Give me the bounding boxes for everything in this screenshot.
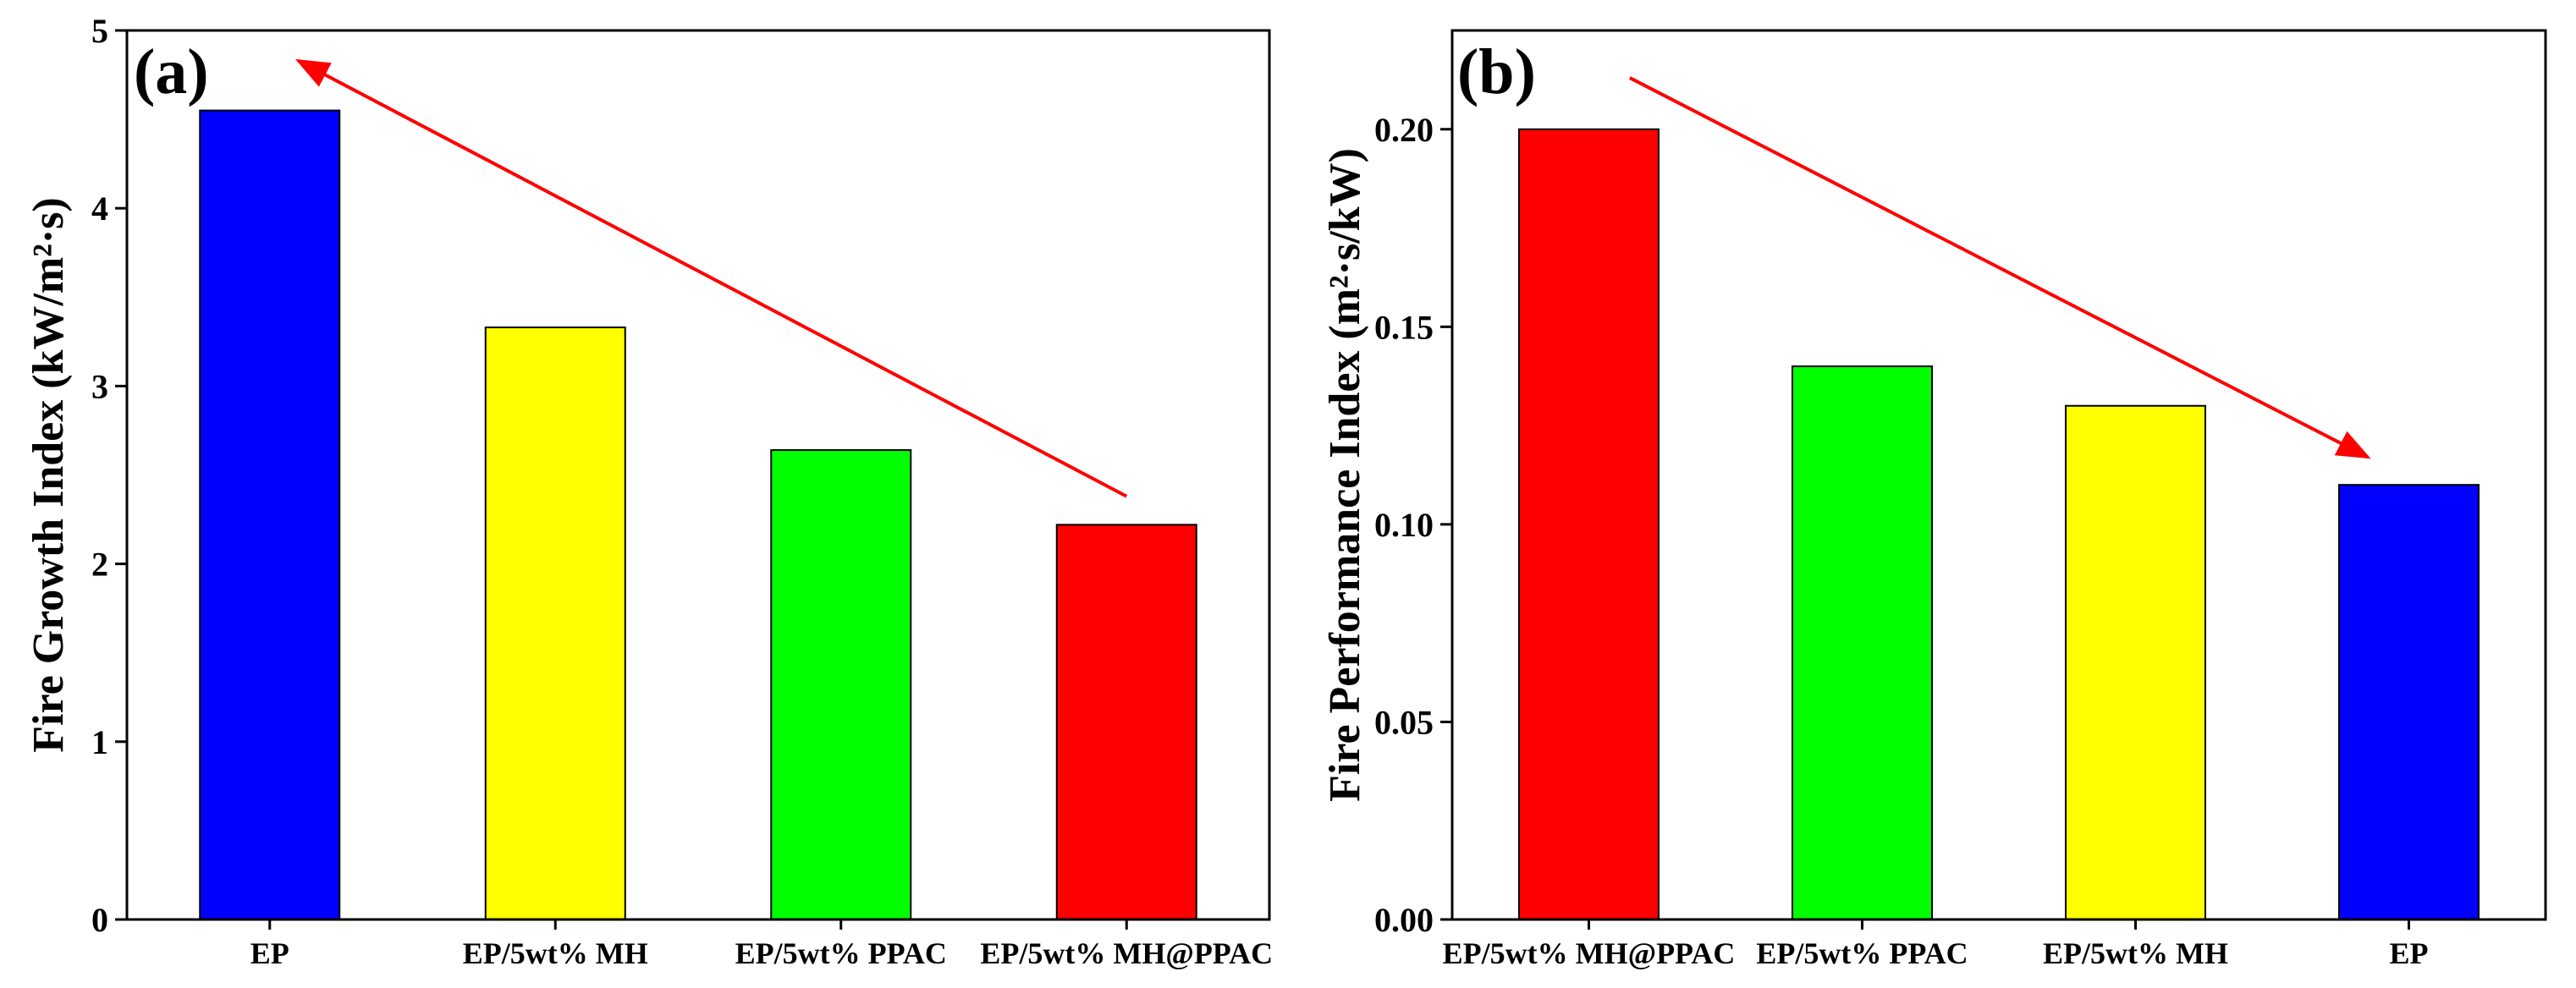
bar-b-2 [2065,404,2206,920]
y-tick-label-a-5: 5 [91,12,108,50]
chart-panel-a: 0 1 2 3 4 5 EP EP/5wt% MH EP/5wt% PPAC EP/5wt% M… [25,12,1273,970]
category-label-a-0: EP [250,936,289,970]
bar-a-3 [1055,524,1197,921]
bar-b-0 [1518,128,1660,920]
plot-frame-a [125,29,1271,921]
category-label-b-2: EP/5wt% MH [2043,936,2228,970]
trend-arrow-b [1629,76,2371,459]
y-tick-label-a-3: 3 [91,367,108,405]
panel-label-a: (a) [134,36,209,107]
bar-a-0 [199,109,341,920]
chart-panel-b: 0.00 0.05 0.10 0.15 0.20 EP/5wt% MH@PPAC EP/5… [1321,29,2547,970]
category-label-b-1: EP/5wt% PPAC [1756,936,1968,970]
y-tick-label-b-3: 0.15 [1374,308,1434,346]
category-label-b-3: EP [2389,936,2428,970]
panel-label-b: (b) [1457,36,1536,107]
category-label-a-1: EP/5wt% MH [463,936,648,970]
bar-a-2 [770,449,912,920]
bar-a-1 [484,327,626,920]
plot-frame-b [1450,29,2547,921]
y-tick-label-b-0: 0.00 [1374,901,1434,939]
y-tick-label-b-1: 0.05 [1374,703,1434,741]
y-tick-label-b-4: 0.20 [1374,111,1434,149]
category-label-a-2: EP/5wt% PPAC [735,936,947,970]
category-label-b-0: EP/5wt% MH@PPAC [1443,936,1736,970]
y-tick-label-a-0: 0 [91,901,108,939]
y-axis-title-a: Fire Growth Index (kW/m²·s) [25,197,73,752]
y-tick-label-a-4: 4 [91,189,108,228]
y-tick-label-a-2: 2 [91,546,108,584]
category-label-a-3: EP/5wt% MH@PPAC [980,936,1273,970]
y-tick-label-b-2: 0.10 [1374,506,1434,544]
bar-b-1 [1792,365,1933,920]
y-axis-title-b: Fire Performance Index (m²·s/kW) [1321,148,1369,802]
bar-b-3 [2338,484,2480,920]
y-tick-label-a-1: 1 [91,723,108,761]
trend-arrow-a [294,58,1128,498]
